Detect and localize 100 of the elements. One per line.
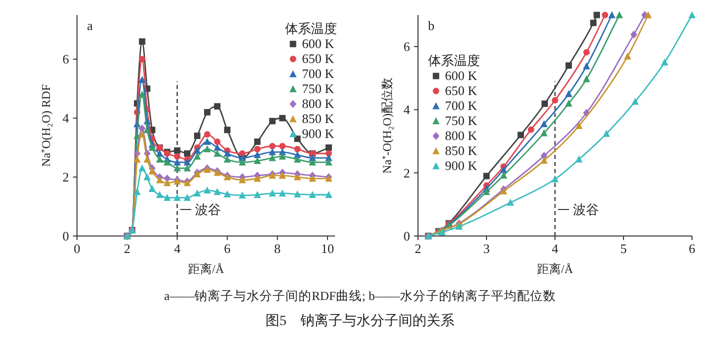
point xyxy=(156,176,164,184)
point xyxy=(602,12,608,18)
point xyxy=(148,167,156,174)
point xyxy=(279,142,286,150)
point xyxy=(325,190,332,198)
point xyxy=(224,190,231,198)
y-tick-label: 2 xyxy=(62,170,69,185)
point xyxy=(138,90,146,98)
point xyxy=(278,189,286,196)
point xyxy=(326,150,332,157)
point xyxy=(174,164,181,172)
point xyxy=(565,100,572,107)
y-tick-label: 6 xyxy=(62,52,70,67)
point xyxy=(326,144,332,151)
point xyxy=(688,11,696,18)
point xyxy=(214,144,221,151)
point xyxy=(602,130,610,137)
point xyxy=(138,164,146,172)
point xyxy=(268,189,276,196)
point xyxy=(630,30,638,39)
point xyxy=(294,136,301,142)
point xyxy=(184,158,191,166)
point xyxy=(204,131,210,138)
point xyxy=(552,97,558,104)
point xyxy=(214,138,220,145)
point xyxy=(184,194,191,201)
y-axis-title: Na⁺-O(H₂O)配位数 xyxy=(380,77,394,174)
x-tick-label: 3 xyxy=(483,241,490,256)
point xyxy=(294,190,302,198)
point xyxy=(278,172,286,179)
legend-label: 900 K xyxy=(445,158,478,173)
x-tick-label: 6 xyxy=(224,241,232,256)
x-tick-label: 2 xyxy=(124,241,130,256)
point xyxy=(624,52,632,60)
point xyxy=(594,12,600,18)
point xyxy=(148,185,156,192)
legend-title: 体系温度 xyxy=(428,53,480,68)
point xyxy=(583,49,590,56)
point xyxy=(138,38,146,45)
point xyxy=(294,146,301,152)
legend-label: 650 K xyxy=(445,83,478,98)
point xyxy=(134,188,141,195)
legend-label: 600 K xyxy=(302,36,335,51)
point xyxy=(540,156,548,164)
point xyxy=(269,118,276,124)
point xyxy=(308,190,316,198)
legend-title: 体系温度 xyxy=(285,21,337,36)
point xyxy=(204,145,211,152)
point xyxy=(308,174,316,182)
legend-label: 700 K xyxy=(302,66,335,81)
x-tick-label: 10 xyxy=(320,241,334,256)
point xyxy=(500,172,508,179)
x-tick-label: 4 xyxy=(174,241,181,256)
point xyxy=(138,124,146,132)
point xyxy=(138,56,146,62)
point xyxy=(224,126,230,134)
point xyxy=(238,158,246,166)
point xyxy=(144,173,151,180)
point xyxy=(254,174,261,182)
y-axis-title: Na⁺O(H₂O) RDF xyxy=(39,84,53,167)
legend-label: 750 K xyxy=(302,81,335,96)
ref-line-label: 波谷 xyxy=(195,202,222,217)
legend-label: 800 K xyxy=(445,128,478,143)
x-tick-label: 0 xyxy=(74,241,80,256)
point xyxy=(144,156,151,163)
point xyxy=(156,156,164,163)
point xyxy=(582,75,590,82)
point xyxy=(224,150,231,157)
point xyxy=(294,156,302,163)
point xyxy=(238,192,246,199)
point xyxy=(174,147,180,154)
point xyxy=(565,90,572,98)
point xyxy=(279,114,286,122)
chart-title: a xyxy=(87,18,93,33)
ref-line-label: 波谷 xyxy=(573,202,599,217)
point xyxy=(506,198,514,206)
point xyxy=(204,109,210,116)
point xyxy=(224,156,231,163)
chart-title: b xyxy=(428,18,434,33)
point xyxy=(254,157,261,164)
point xyxy=(174,158,181,166)
point xyxy=(204,138,211,145)
legend-label: 850 K xyxy=(445,143,478,158)
point xyxy=(184,150,190,157)
y-tick-label: 4 xyxy=(62,110,70,126)
legend-label: 850 K xyxy=(302,111,335,126)
point xyxy=(138,76,146,84)
point xyxy=(308,158,316,166)
legend-label: 650 K xyxy=(302,51,335,66)
point xyxy=(174,194,181,201)
point xyxy=(528,126,534,133)
point xyxy=(456,222,463,230)
y-tick-label: 6 xyxy=(404,39,410,54)
point xyxy=(194,152,201,160)
point xyxy=(194,189,201,196)
point xyxy=(632,98,639,105)
point xyxy=(148,144,156,151)
point xyxy=(268,154,276,162)
point xyxy=(138,130,146,138)
point xyxy=(254,146,261,152)
